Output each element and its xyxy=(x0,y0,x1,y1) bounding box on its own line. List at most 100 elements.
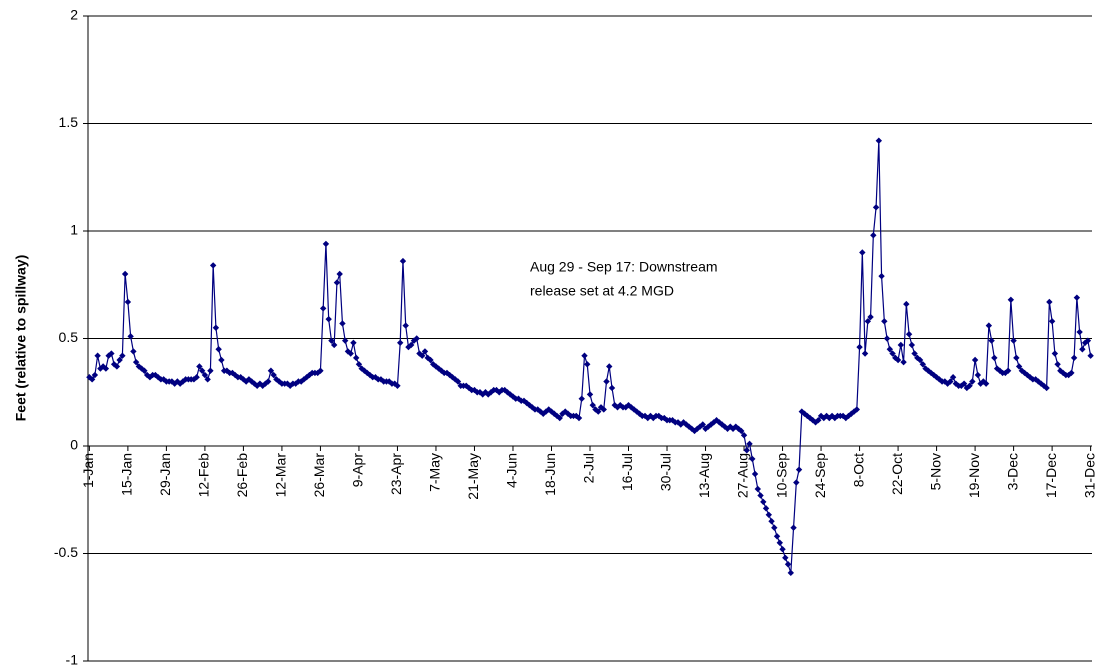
data-point xyxy=(113,363,121,370)
data-point xyxy=(716,419,723,426)
data-point xyxy=(993,365,1001,372)
data-point xyxy=(264,378,272,385)
x-tick-label: 27-Aug xyxy=(735,453,751,498)
data-point xyxy=(592,406,599,413)
data-point xyxy=(773,533,781,540)
x-tick-label: 17-Dec xyxy=(1043,453,1059,498)
data-point xyxy=(757,492,764,499)
x-tick-label: 5-Nov xyxy=(927,453,943,490)
data-point xyxy=(152,371,159,379)
data-point xyxy=(212,324,220,331)
x-tick-label: 26-Feb xyxy=(234,453,250,498)
data-point xyxy=(548,408,555,415)
data-point xyxy=(743,447,750,454)
data-point xyxy=(413,335,420,342)
data-point xyxy=(328,337,335,344)
data-point xyxy=(691,427,698,435)
data-point xyxy=(352,354,360,362)
data-point xyxy=(333,279,341,286)
data-point xyxy=(963,384,971,392)
data-point xyxy=(768,518,775,525)
data-point xyxy=(408,341,415,349)
data-point xyxy=(427,356,434,364)
data-point xyxy=(1037,380,1045,387)
data-point xyxy=(1046,298,1053,306)
data-point xyxy=(878,272,885,280)
data-point xyxy=(985,322,993,329)
data-point xyxy=(124,298,132,306)
data-point xyxy=(1073,294,1081,301)
x-tick-label: 13-Aug xyxy=(696,453,712,498)
y-tick-label: 0 xyxy=(70,437,78,453)
data-point xyxy=(793,479,800,486)
data-point xyxy=(534,406,541,413)
data-point xyxy=(980,378,987,385)
data-point xyxy=(760,498,767,506)
data-point xyxy=(839,412,847,420)
x-tick-label: 16-Jul xyxy=(619,453,635,491)
annotation: release set at 4.2 MGD xyxy=(530,283,674,299)
data-point xyxy=(1004,367,1012,374)
data-point xyxy=(267,367,275,374)
data-point xyxy=(94,352,101,359)
data-point xyxy=(608,384,616,392)
data-point xyxy=(856,343,863,351)
data-point xyxy=(740,432,748,439)
data-point xyxy=(771,524,778,531)
x-tick-label: 12-Mar xyxy=(273,453,289,498)
data-point xyxy=(454,378,462,385)
y-tick-label: -1 xyxy=(66,652,79,668)
data-point xyxy=(724,425,731,432)
data-point xyxy=(600,406,607,413)
data-point xyxy=(784,561,792,568)
data-point xyxy=(529,404,536,411)
data-point xyxy=(355,361,363,368)
data-point xyxy=(419,352,426,359)
data-point xyxy=(394,382,401,389)
data-point xyxy=(562,408,569,415)
x-tick-label: 8-Oct xyxy=(850,453,866,487)
data-point xyxy=(1076,328,1083,336)
data-point xyxy=(897,341,905,349)
x-tick-label: 26-Mar xyxy=(311,453,327,498)
data-point xyxy=(809,417,817,424)
data-point xyxy=(661,414,668,422)
data-point xyxy=(751,470,759,478)
data-point xyxy=(1070,354,1078,362)
data-point xyxy=(1057,367,1064,374)
data-point xyxy=(584,361,591,368)
data-point xyxy=(795,466,803,473)
data-point xyxy=(1084,337,1092,344)
data-point xyxy=(146,374,154,381)
data-point xyxy=(617,401,624,409)
data-point xyxy=(193,374,200,381)
data-point xyxy=(625,401,632,409)
data-point xyxy=(971,356,979,364)
data-point xyxy=(1051,350,1059,357)
y-tick-label: 1.5 xyxy=(59,114,79,130)
data-point xyxy=(130,348,137,355)
data-point xyxy=(872,204,880,211)
data-point xyxy=(765,511,772,518)
data-point xyxy=(341,337,349,344)
data-point xyxy=(727,423,734,430)
data-point xyxy=(1054,361,1061,368)
data-point xyxy=(399,257,407,265)
data-point xyxy=(991,354,998,362)
x-tick-label: 22-Oct xyxy=(889,453,905,495)
x-tick-label: 3-Dec xyxy=(1004,453,1020,490)
data-point xyxy=(966,382,973,389)
data-point xyxy=(575,414,583,422)
data-point xyxy=(674,419,682,426)
data-point xyxy=(141,367,148,374)
data-point xyxy=(919,361,927,368)
data-point xyxy=(900,358,907,366)
y-axis-label: Feet (relative to spillway) xyxy=(13,255,29,422)
data-point xyxy=(325,315,332,323)
data-point xyxy=(958,382,965,389)
x-tick-label: 19-Nov xyxy=(966,453,982,498)
data-point xyxy=(330,341,338,349)
x-tick-label: 4-Jun xyxy=(504,453,520,488)
data-point xyxy=(861,350,869,357)
